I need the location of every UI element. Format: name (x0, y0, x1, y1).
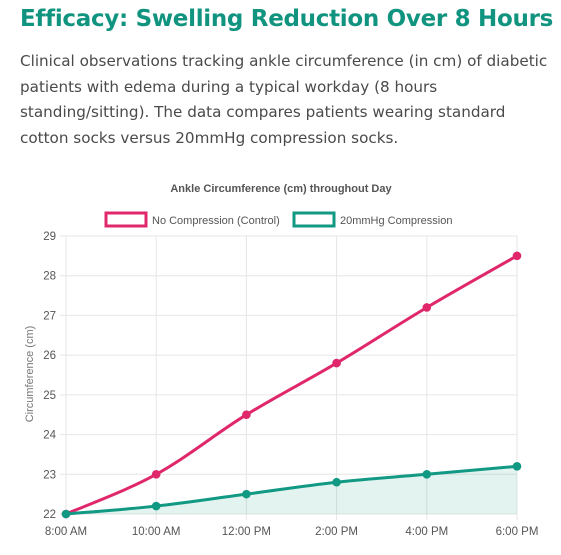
y-tick-label: 25 (43, 390, 56, 402)
data-point[interactable] (151, 469, 161, 479)
legend-swatch[interactable] (292, 211, 336, 228)
x-tick-label: 12:00 PM (222, 526, 271, 538)
y-tick-label: 26 (43, 350, 56, 362)
y-tick-label: 29 (43, 231, 56, 243)
data-point[interactable] (242, 489, 251, 499)
y-tick-label: 22 (43, 509, 56, 521)
x-axis-ticks: 8:00 AM 10:00 AM 12:00 PM 2:00 PM 4:00 PM 6:0… (45, 526, 539, 538)
x-tick-label: 10:00 AM (132, 526, 181, 538)
x-tick-label: 6:00 PM (496, 526, 539, 538)
legend-label[interactable]: 20mmHg Compression (340, 215, 452, 227)
y-tick-label: 27 (43, 310, 56, 322)
data-point[interactable] (332, 477, 341, 487)
data-point[interactable] (422, 469, 432, 479)
page-title: Efficacy: Swelling Reduction Over 8 Hour… (20, 6, 554, 32)
series-line (65, 464, 518, 516)
x-tick-label: 4:00 PM (405, 526, 448, 538)
y-tick-label: 23 (43, 469, 56, 481)
data-point[interactable] (512, 251, 522, 261)
y-axis-label: Circumference (cm) (24, 326, 36, 423)
series-fills (66, 466, 517, 514)
series-area-fill (66, 466, 517, 514)
y-axis-ticks: 22 23 24 25 26 27 28 29 (43, 231, 56, 521)
y-tick-label: 24 (43, 430, 56, 442)
data-point[interactable] (61, 509, 71, 519)
legend-swatch[interactable] (104, 211, 148, 228)
data-point[interactable] (242, 410, 251, 420)
data-point[interactable] (332, 358, 341, 368)
legend-label[interactable]: No Compression (Control) (152, 215, 280, 227)
chart-title: Ankle Circumference (cm) throughout Day (170, 183, 392, 195)
chart-legend[interactable]: No Compression (Control) 20mmHg Compressi… (104, 211, 452, 228)
data-point[interactable] (151, 501, 161, 511)
data-point[interactable] (422, 303, 432, 312)
x-tick-label: 2:00 PM (315, 526, 358, 538)
series-points (61, 251, 522, 519)
page-description: Clinical observations tracking ankle cir… (20, 52, 548, 147)
chart-grid (60, 235, 518, 520)
data-point[interactable] (512, 462, 522, 471)
x-tick-label: 8:00 AM (45, 526, 87, 538)
y-tick-label: 28 (43, 271, 56, 283)
